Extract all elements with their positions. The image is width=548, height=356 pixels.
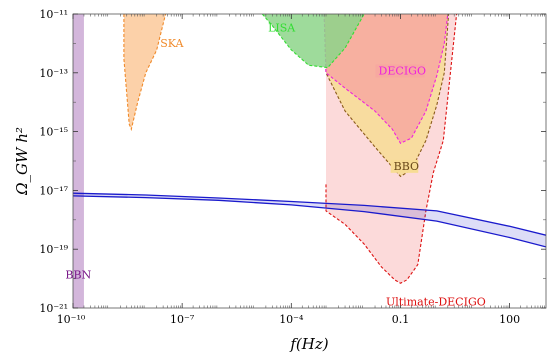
x-tick-label: 10⁻⁷: [170, 313, 195, 326]
regions-layer: [124, 14, 457, 283]
x-tick-label: 10⁻⁴: [279, 313, 304, 326]
y-tick-label: 10⁻¹⁹: [39, 243, 68, 256]
region-label-bbo: BBO: [394, 160, 419, 173]
region-fill-ska: [124, 14, 166, 129]
series-band-fill-0: [73, 193, 546, 247]
y-tick-label: 10⁻¹¹: [39, 8, 68, 21]
series-layer: [73, 193, 546, 247]
region-label-decigo: DECIGO: [379, 64, 426, 77]
x-axis-title: f(Hz): [289, 335, 328, 353]
y-tick-label: 10⁻²¹: [39, 302, 68, 315]
y-tick-label: 10⁻¹⁵: [39, 126, 68, 139]
band-label-bbn: BBN: [65, 269, 91, 282]
ticks-layer: 10⁻¹⁰ 10⁻⁷ 10⁻⁴ 0.1 10010⁻¹¹10⁻¹³10⁻¹⁵10⁻¹⁷1…: [39, 8, 546, 326]
region-label-ultimate-decigo: Ultimate-DECIGO: [386, 296, 486, 309]
y-tick-label: 10⁻¹³: [39, 67, 68, 80]
region-label-ska: SKA: [160, 37, 184, 50]
y-tick-label: 10⁻¹⁷: [39, 184, 68, 197]
x-tick-label: 100: [499, 313, 520, 326]
region-label-lisa: LISA: [268, 22, 296, 35]
x-tick-label: 0.1: [392, 313, 410, 326]
y-axis-title: Ω_GW h²: [13, 127, 31, 196]
